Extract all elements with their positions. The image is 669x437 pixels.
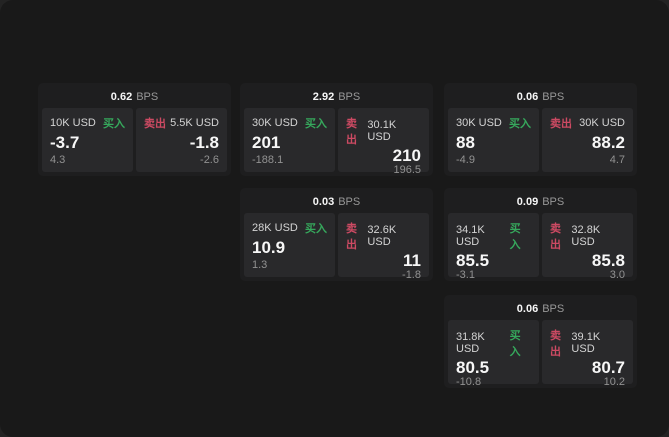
bps-header: 0.06 BPS bbox=[448, 299, 633, 318]
bps-value: 0.09 bbox=[516, 195, 539, 208]
quote-card: 0.06 BPS 31.8K USD 买入 80.5 -10.8 卖出 39.1… bbox=[444, 295, 637, 388]
buy-tag: 买入 bbox=[305, 223, 327, 235]
sell-delta: -1.8 bbox=[402, 269, 421, 281]
sell-price: 11 bbox=[403, 251, 421, 270]
bps-header: 2.92 BPS bbox=[244, 87, 429, 106]
sell-amount: 32.8K USD bbox=[571, 224, 601, 248]
buy-price: -3.7 bbox=[50, 133, 80, 152]
sell-delta: 3.0 bbox=[609, 269, 625, 281]
buy-quote-panel[interactable]: 34.1K USD 买入 85.5 -3.1 bbox=[448, 213, 539, 281]
buy-tag: 买入 bbox=[509, 223, 521, 251]
sell-quote-panel[interactable]: 卖出 39.1K USD 80.7 10.2 bbox=[542, 320, 633, 388]
bps-value: 0.06 bbox=[516, 90, 539, 103]
buy-amount: 10K USD bbox=[50, 117, 96, 129]
sell-tag: 卖出 bbox=[346, 118, 357, 146]
bps-header: 0.03 BPS bbox=[244, 192, 429, 211]
sell-price: 88.2 bbox=[591, 133, 625, 152]
bps-unit-label: BPS bbox=[338, 195, 361, 208]
sell-amount: 5.5K USD bbox=[170, 117, 219, 129]
bps-header: 0.09 BPS bbox=[448, 192, 633, 211]
quote-card: 0.09 BPS 34.1K USD 买入 85.5 -3.1 卖出 32.8K… bbox=[444, 188, 637, 281]
buy-amount: 31.8K USD bbox=[456, 331, 485, 355]
bps-value: 0.06 bbox=[516, 302, 539, 315]
bps-value: 0.03 bbox=[312, 195, 335, 208]
bps-header: 0.06 BPS bbox=[448, 87, 633, 106]
quote-card: 0.62 BPS 10K USD 买入 -3.7 4.3 卖出 5.5K USD… bbox=[38, 83, 231, 176]
sell-tag: 卖出 bbox=[550, 118, 572, 130]
buy-delta: -10.8 bbox=[456, 376, 482, 388]
buy-delta: -4.9 bbox=[456, 154, 475, 166]
quote-card: 0.06 BPS 30K USD 买入 88 -4.9 卖出 30K USD 8… bbox=[444, 83, 637, 176]
sell-delta: -2.6 bbox=[200, 154, 219, 166]
sell-price: 210 bbox=[392, 146, 421, 165]
sell-tag: 卖出 bbox=[346, 223, 357, 251]
sell-quote-panel[interactable]: 卖出 32.8K USD 85.8 3.0 bbox=[542, 213, 633, 281]
sell-delta: 196.5 bbox=[393, 164, 421, 176]
sell-delta: 10.2 bbox=[603, 376, 625, 388]
buy-price: 80.5 bbox=[456, 358, 490, 377]
buy-amount: 28K USD bbox=[252, 222, 298, 234]
quote-card: 0.03 BPS 28K USD 买入 10.9 1.3 卖出 32.6K US… bbox=[240, 188, 433, 281]
sell-delta: 4.7 bbox=[609, 154, 625, 166]
buy-tag: 买入 bbox=[509, 330, 521, 358]
bps-unit-label: BPS bbox=[542, 302, 565, 315]
buy-delta: 4.3 bbox=[50, 154, 66, 166]
sell-quote-panel[interactable]: 卖出 30K USD 88.2 4.7 bbox=[542, 108, 633, 172]
buy-quote-panel[interactable]: 31.8K USD 买入 80.5 -10.8 bbox=[448, 320, 539, 388]
sell-quote-panel[interactable]: 卖出 30.1K USD 210 196.5 bbox=[338, 108, 429, 176]
sell-amount: 39.1K USD bbox=[571, 331, 601, 355]
buy-tag: 买入 bbox=[509, 118, 531, 130]
buy-delta: -188.1 bbox=[252, 154, 284, 166]
quote-card: 2.92 BPS 30K USD 买入 201 -188.1 卖出 30.1K … bbox=[240, 83, 433, 176]
bps-unit-label: BPS bbox=[136, 90, 159, 103]
bps-unit-label: BPS bbox=[542, 90, 565, 103]
buy-quote-panel[interactable]: 30K USD 买入 201 -188.1 bbox=[244, 108, 335, 172]
sell-price: 85.8 bbox=[591, 251, 625, 270]
bps-header: 0.62 BPS bbox=[42, 87, 227, 106]
sell-price: 80.7 bbox=[591, 358, 625, 377]
sell-tag: 卖出 bbox=[550, 223, 561, 251]
sell-tag: 卖出 bbox=[144, 118, 166, 130]
bps-unit-label: BPS bbox=[338, 90, 361, 103]
sell-amount: 32.6K USD bbox=[367, 224, 397, 248]
buy-amount: 30K USD bbox=[252, 117, 298, 129]
buy-delta: 1.3 bbox=[252, 259, 268, 271]
buy-amount: 34.1K USD bbox=[456, 224, 485, 248]
sell-amount: 30.1K USD bbox=[367, 119, 397, 143]
bps-value: 2.92 bbox=[312, 90, 335, 103]
sell-amount: 30K USD bbox=[579, 117, 625, 129]
buy-tag: 买入 bbox=[103, 118, 125, 130]
buy-quote-panel[interactable]: 10K USD 买入 -3.7 4.3 bbox=[42, 108, 133, 172]
sell-price: -1.8 bbox=[189, 133, 219, 152]
buy-price: 201 bbox=[252, 133, 281, 152]
buy-quote-panel[interactable]: 28K USD 买入 10.9 1.3 bbox=[244, 213, 335, 277]
buy-delta: -3.1 bbox=[456, 269, 475, 281]
sell-tag: 卖出 bbox=[550, 330, 561, 358]
sell-quote-panel[interactable]: 卖出 5.5K USD -1.8 -2.6 bbox=[136, 108, 227, 172]
bps-unit-label: BPS bbox=[542, 195, 565, 208]
buy-price: 10.9 bbox=[252, 238, 286, 257]
buy-amount: 30K USD bbox=[456, 117, 502, 129]
buy-price: 85.5 bbox=[456, 251, 490, 270]
buy-tag: 买入 bbox=[305, 118, 327, 130]
buy-quote-panel[interactable]: 30K USD 买入 88 -4.9 bbox=[448, 108, 539, 172]
sell-quote-panel[interactable]: 卖出 32.6K USD 11 -1.8 bbox=[338, 213, 429, 281]
bps-value: 0.62 bbox=[110, 90, 133, 103]
buy-price: 88 bbox=[456, 133, 475, 152]
